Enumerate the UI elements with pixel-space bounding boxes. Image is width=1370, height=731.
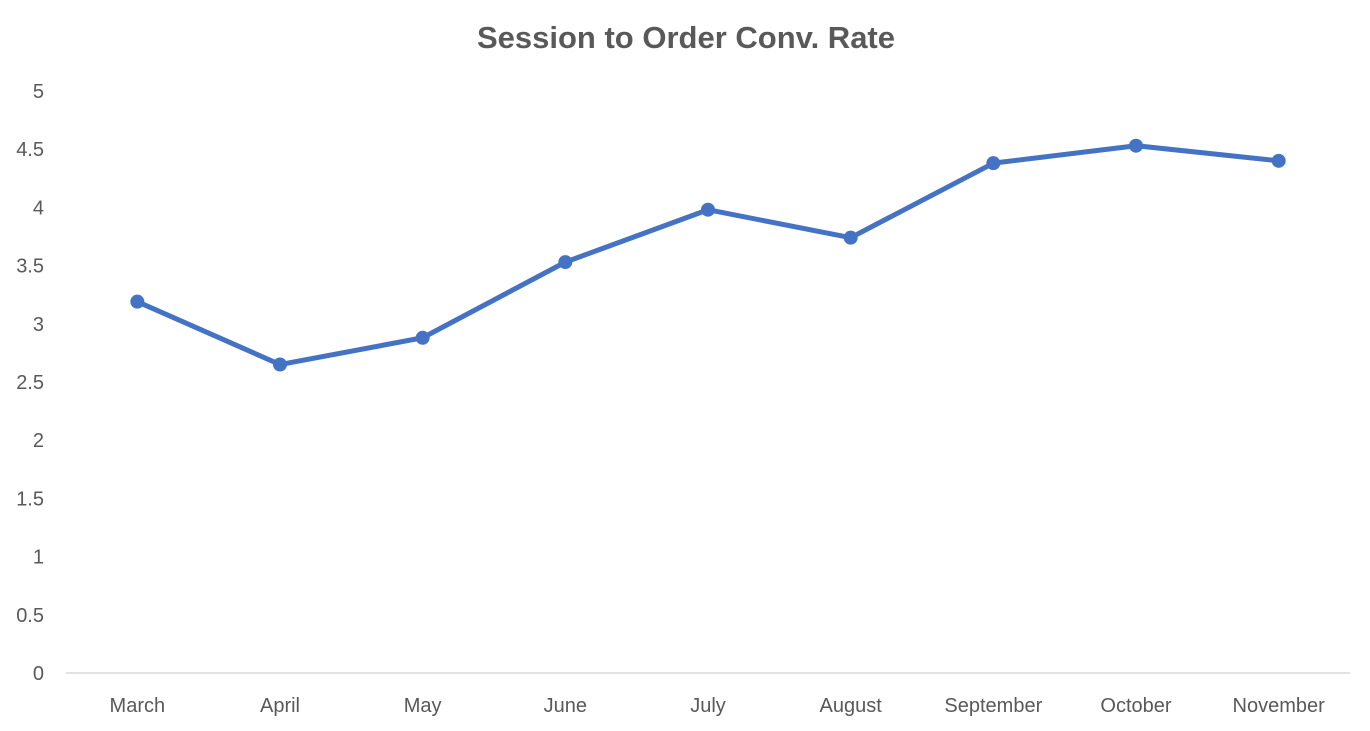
x-tick-label: June: [544, 695, 587, 717]
data-point: [986, 156, 1001, 171]
series-group: [130, 138, 1286, 372]
y-tick-label: 3.5: [16, 256, 44, 278]
series-line: [134, 143, 1282, 368]
y-tick-label: 0: [33, 663, 44, 685]
data-point: [1271, 153, 1286, 168]
data-point: [843, 230, 858, 245]
y-tick-label: 3: [33, 314, 44, 336]
y-tick-label: 2: [33, 430, 44, 452]
x-tick-label: October: [1100, 695, 1171, 717]
y-tick-label: 5: [33, 81, 44, 103]
x-tick-label: November: [1233, 695, 1326, 717]
y-tick-label: 1: [33, 547, 44, 569]
data-point: [1129, 138, 1143, 153]
x-tick-label: May: [404, 695, 442, 717]
y-tick-label: 0.5: [16, 605, 44, 627]
data-point: [415, 330, 430, 345]
chart-title: Session to Order Conv. Rate: [477, 20, 895, 55]
data-point: [273, 357, 287, 372]
x-axis-ticks: March April May June July August September Octo…: [110, 695, 1326, 717]
x-tick-label: July: [690, 695, 726, 717]
x-tick-label: September: [944, 695, 1042, 717]
data-point: [701, 202, 715, 217]
x-tick-label: April: [260, 695, 300, 717]
data-point: [558, 255, 573, 270]
data-point: [130, 294, 145, 309]
y-tick-label: 2.5: [16, 372, 44, 394]
y-axis-ticks: 0 0.5 1 1.5 2 2.5 3 3.5 4 4.5 5: [16, 81, 44, 685]
y-tick-label: 4.5: [16, 139, 44, 161]
x-tick-label: August: [820, 695, 883, 717]
y-tick-label: 1.5: [16, 488, 44, 510]
y-tick-label: 4: [33, 197, 44, 219]
x-tick-label: March: [110, 695, 166, 717]
